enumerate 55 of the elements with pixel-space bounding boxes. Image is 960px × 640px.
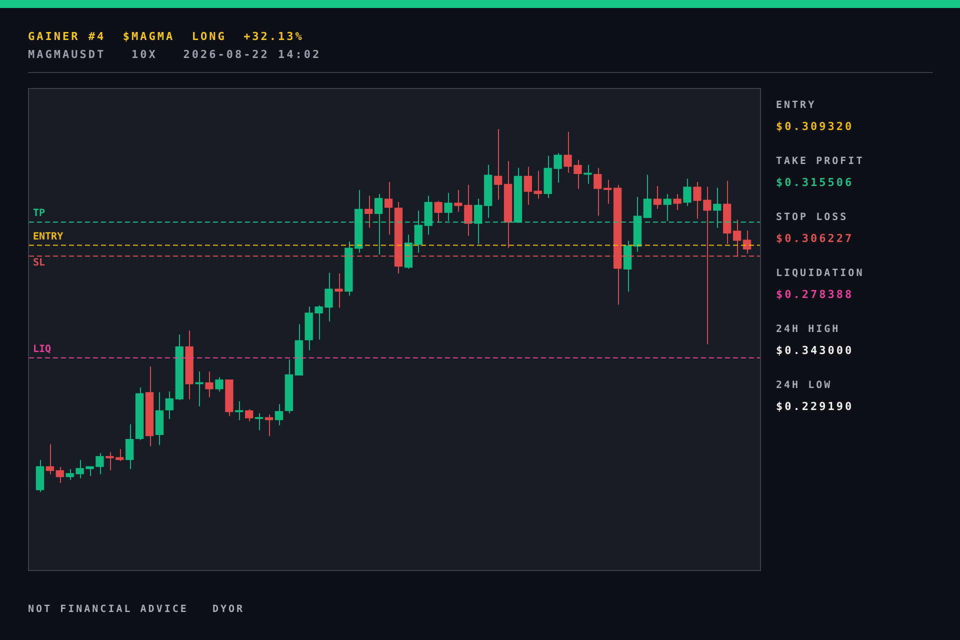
- candlestick: [534, 170, 542, 200]
- ref-line-label: LIQ: [33, 344, 52, 355]
- text: ENTRY: [776, 100, 818, 113]
- candlestick: [364, 195, 373, 228]
- text: STOP LOSS: [776, 212, 850, 225]
- candlestick: [683, 178, 692, 206]
- candlestick: [524, 166, 532, 206]
- text: $0.278388: [776, 288, 855, 303]
- candlestick: [434, 200, 442, 222]
- ref-line-label: TP: [33, 208, 46, 220]
- candlestick: [215, 376, 224, 392]
- candlestick: [623, 240, 632, 292]
- candlestick: [165, 390, 174, 420]
- candlestick: [195, 370, 204, 407]
- candlestick: [245, 408, 254, 422]
- candlestick: [36, 460, 44, 492]
- candlestick: [594, 167, 602, 216]
- text: $0.315506: [776, 176, 855, 191]
- candlestick: [205, 370, 214, 398]
- candlestick: [414, 210, 422, 254]
- candlestick: [474, 198, 482, 244]
- text: 24H LOW: [776, 380, 834, 393]
- text: $0.306227: [776, 232, 855, 247]
- candlestick: [494, 128, 502, 200]
- candlestick: [384, 182, 393, 236]
- text: TAKE PROFIT: [776, 156, 866, 169]
- ref-line-label: ENTRY: [33, 231, 64, 242]
- candlestick: [126, 424, 134, 470]
- chart-subtitle: MAGMAUSDT 10X 2026-08-22 14:02: [28, 48, 322, 61]
- text: $0.229190: [776, 400, 855, 415]
- text: $0.309320: [776, 120, 855, 135]
- candlestick: [264, 414, 274, 437]
- ref-line-label: SL: [33, 257, 46, 268]
- text: $0.343000: [776, 344, 855, 359]
- candlestick: [604, 179, 612, 204]
- candlestick: [46, 444, 54, 475]
- candlestick: [643, 174, 652, 218]
- candlestick: [424, 195, 432, 236]
- candlestick: [653, 185, 662, 210]
- candlestick: [713, 187, 722, 228]
- candlestick: [584, 164, 592, 184]
- candlestick: [334, 272, 343, 308]
- candlestick: [56, 466, 64, 484]
- candlestick: [254, 412, 264, 431]
- candlestick: [374, 193, 383, 256]
- candlestick: [444, 192, 452, 222]
- chart-title: GAINER #4 $MAGMA LONG +32.13%: [28, 30, 304, 43]
- candlestick: [274, 404, 284, 426]
- candlestick: [663, 193, 672, 222]
- text: 24H HIGH: [776, 324, 842, 337]
- text: NOT FINANCIAL ADVICE DYOR: [28, 604, 245, 615]
- candlestick: [742, 230, 752, 254]
- candlestick: [673, 193, 682, 210]
- text: LIQUIDATION: [776, 268, 866, 281]
- candlestick: [235, 400, 244, 421]
